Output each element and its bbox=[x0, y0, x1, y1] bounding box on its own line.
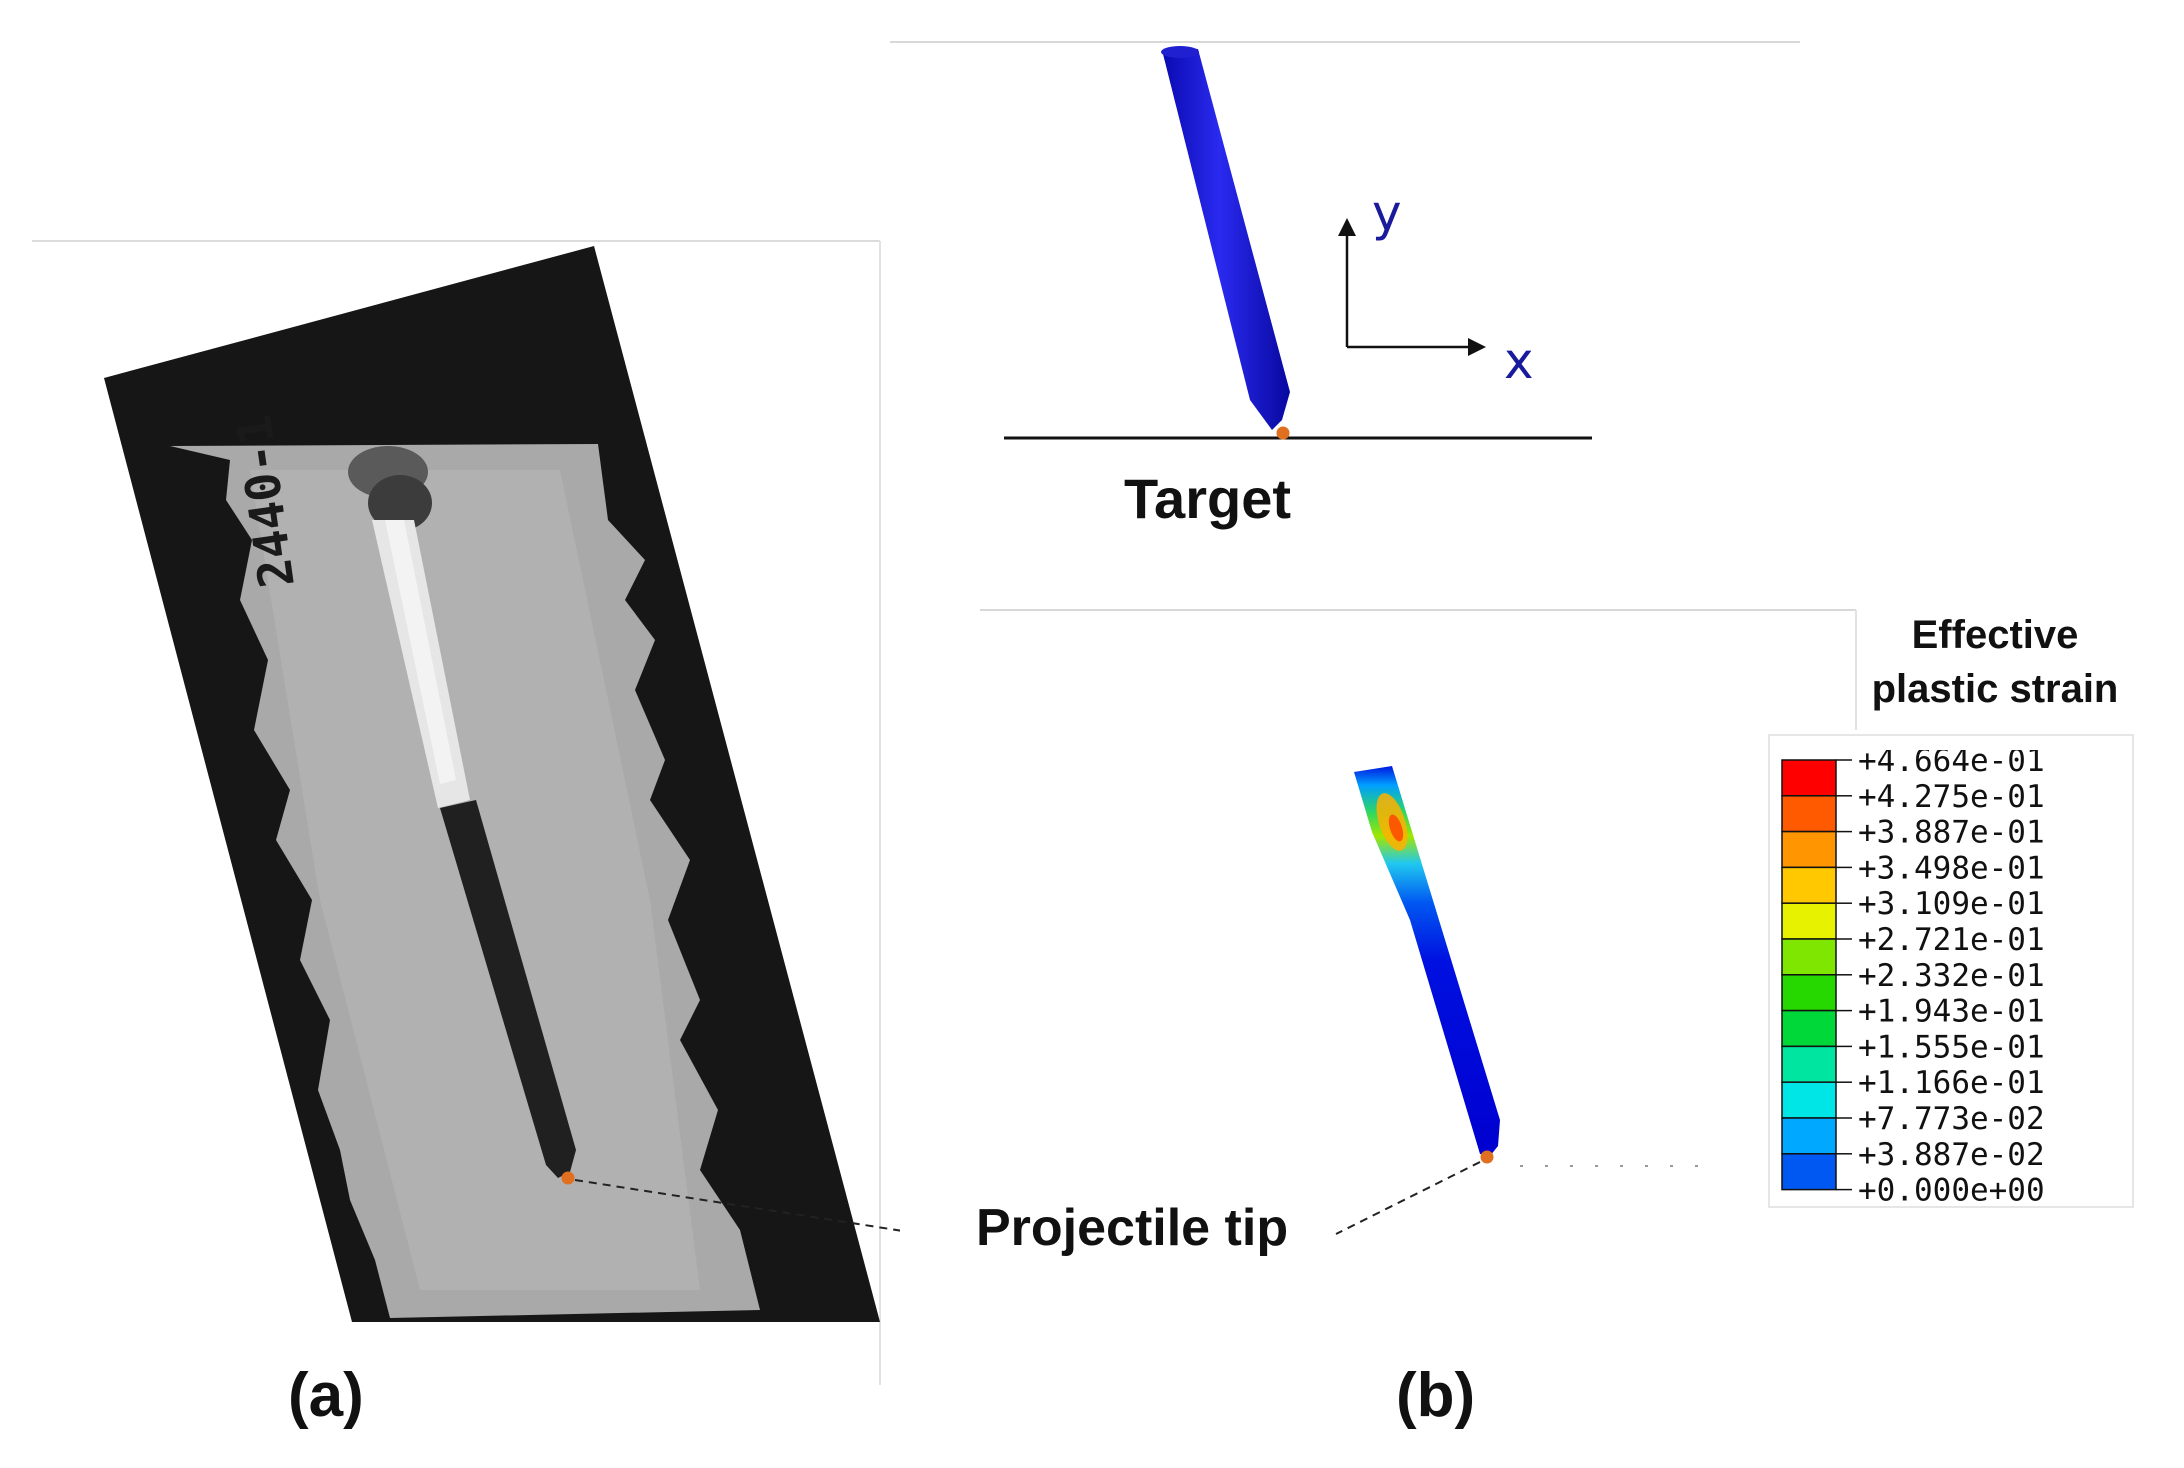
legend-title-line1: Effective bbox=[1911, 613, 2079, 657]
projectile-rod bbox=[1162, 49, 1290, 430]
axis-y-label: y bbox=[1372, 184, 1402, 242]
legend-swatch bbox=[1781, 1045, 1837, 1083]
legend-title: Effective plastic strain bbox=[1830, 608, 2160, 716]
legend-swatch bbox=[1781, 974, 1837, 1012]
tip-leader-line-a bbox=[574, 1179, 900, 1232]
legend-label: +0.000e+00 bbox=[1858, 1173, 2045, 1209]
legend-swatch bbox=[1781, 1081, 1837, 1119]
legend-title-line2: plastic strain bbox=[1871, 667, 2119, 711]
legend-label: +3.109e-01 bbox=[1858, 886, 2045, 922]
legend-swatch bbox=[1781, 902, 1837, 940]
legend-swatch bbox=[1781, 866, 1837, 904]
initial-tip-marker bbox=[1276, 426, 1290, 440]
deformed-tip-marker bbox=[1480, 1150, 1494, 1164]
legend-label: +2.332e-01 bbox=[1858, 958, 2045, 994]
legend-swatch bbox=[1781, 1117, 1837, 1155]
legend-label: +2.721e-01 bbox=[1858, 922, 2045, 958]
legend-swatch bbox=[1781, 795, 1837, 833]
legend-label: +3.887e-02 bbox=[1858, 1137, 2045, 1173]
initial-configuration-panel bbox=[890, 41, 1800, 440]
legend-label: +4.664e-01 bbox=[1858, 750, 2045, 779]
legend-color-bar: +4.664e-01+4.275e-01+3.887e-01+3.498e-01… bbox=[1781, 750, 2045, 1209]
simulation-panel bbox=[980, 609, 1857, 1235]
legend-swatch bbox=[1781, 759, 1837, 797]
legend-swatch bbox=[1781, 1153, 1837, 1191]
tip-leader-line-b bbox=[1335, 1161, 1481, 1235]
projectile-shadow bbox=[440, 800, 576, 1178]
legend-label: +7.773e-02 bbox=[1858, 1101, 2045, 1137]
panel-a-label: (a) bbox=[288, 1361, 364, 1430]
legend-label: +3.498e-01 bbox=[1858, 850, 2045, 886]
legend-label: +4.275e-01 bbox=[1858, 779, 2045, 815]
legend-box bbox=[1768, 734, 2134, 1208]
radiograph-panel: 2440-1 bbox=[32, 240, 900, 1385]
legend-label: +1.943e-01 bbox=[1858, 994, 2045, 1030]
target-label: Target bbox=[1124, 467, 1291, 530]
axis-x-label: x bbox=[1504, 332, 1534, 390]
legend-label: +1.166e-01 bbox=[1858, 1065, 2045, 1101]
legend-swatch bbox=[1781, 1009, 1837, 1048]
panel-b-label: (b) bbox=[1396, 1361, 1476, 1430]
legend-swatch bbox=[1781, 830, 1837, 869]
projectile-tip-marker bbox=[561, 1171, 575, 1185]
legend-swatch bbox=[1781, 938, 1837, 976]
legend-label: +3.887e-01 bbox=[1858, 815, 2045, 851]
projectile-tip-label: Projectile tip bbox=[976, 1199, 1289, 1257]
deformed-projectile bbox=[1354, 766, 1500, 1156]
legend-label: +1.555e-01 bbox=[1858, 1029, 2045, 1065]
